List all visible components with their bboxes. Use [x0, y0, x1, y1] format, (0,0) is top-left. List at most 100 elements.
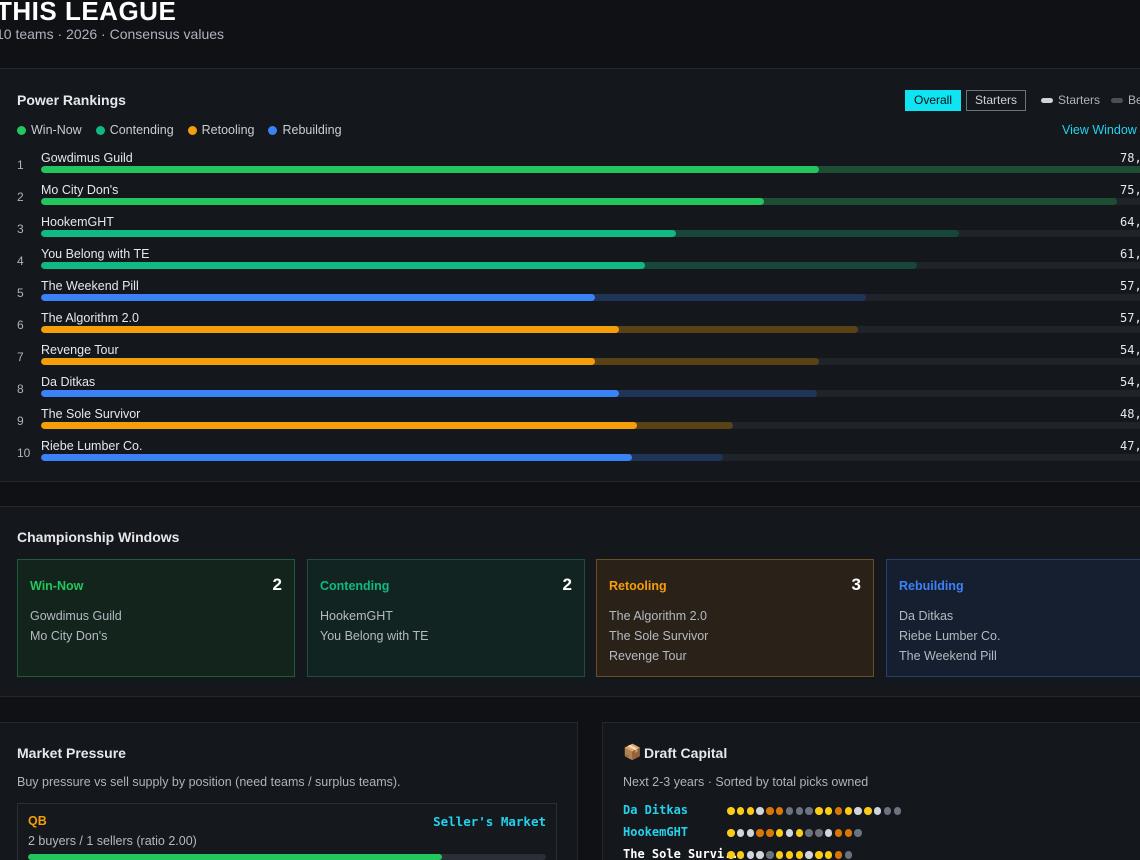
- team-name: Mo City Don's: [41, 183, 119, 197]
- ranking-row[interactable]: 2 Mo City Don's 75,: [0, 183, 1140, 218]
- rank-number: 3: [17, 222, 24, 236]
- rank-number: 8: [17, 382, 24, 396]
- draft-pick-dot: [805, 807, 813, 815]
- view-windows-link[interactable]: View Window: [1062, 123, 1137, 137]
- legend-item-rebuilding: Rebuilding: [268, 123, 342, 137]
- rank-number: 7: [17, 350, 24, 364]
- draft-pick-dot: [893, 807, 902, 815]
- ranking-row[interactable]: 5 The Weekend Pill 57,: [0, 279, 1140, 314]
- championship-windows-title: Championship Windows: [17, 529, 180, 545]
- ranking-row[interactable]: 1 Gowdimus Guild 78,: [0, 151, 1140, 186]
- ranking-row[interactable]: 4 You Belong with TE 61,: [0, 247, 1140, 282]
- toggle-overall[interactable]: Overall: [905, 90, 962, 111]
- draft-pick-dot: [785, 807, 794, 815]
- window-team: Da Ditkas: [899, 609, 954, 623]
- qb-market-row[interactable]: QB Seller's Market 2 buyers / 1 sellers …: [17, 803, 557, 860]
- ranking-row[interactable]: 9 The Sole Survivor 48,: [0, 407, 1140, 442]
- draft-pick-dot: [746, 851, 755, 859]
- qb-pressure-fill: [28, 854, 443, 860]
- window-group-contending[interactable]: Contending 2 HookemGHT You Belong with TE: [307, 559, 585, 677]
- window-team: The Algorithm 2.0: [609, 609, 707, 623]
- draft-team-name: HookemGHT: [623, 825, 689, 839]
- ranking-row[interactable]: 7 Revenge Tour 54,: [0, 343, 1140, 378]
- draft-pick-dot: [766, 807, 774, 815]
- power-rankings-card: [0, 68, 1140, 482]
- draft-pick-dots: [727, 807, 902, 815]
- draft-pick-dot: [756, 807, 764, 815]
- window-team: The Weekend Pill: [899, 649, 997, 663]
- draft-pick-dot: [824, 807, 833, 815]
- bench-swatch: [1111, 97, 1123, 103]
- value-bar-track: [41, 390, 1140, 397]
- window-count: 2: [272, 575, 282, 594]
- draft-pick-dot: [795, 851, 804, 859]
- legend-starters-label: Starters: [1058, 93, 1101, 107]
- draft-pick-dot: [775, 807, 784, 815]
- draft-pick-dot: [736, 807, 745, 815]
- page-title: THIS LEAGUE: [0, 0, 177, 26]
- draft-pick-dot: [795, 829, 804, 837]
- power-rankings-title: Power Rankings: [17, 92, 126, 108]
- legend-dot: [187, 125, 197, 135]
- team-value: 78,: [1120, 151, 1140, 165]
- rank-number: 10: [17, 446, 31, 460]
- team-name: Riebe Lumber Co.: [41, 439, 143, 453]
- draft-pick-dot: [775, 829, 784, 837]
- draft-pick-dots: [727, 851, 853, 859]
- ranking-row[interactable]: 8 Da Ditkas 54,: [0, 375, 1140, 410]
- value-bar-track: [41, 454, 1140, 461]
- starters-value-bar: [41, 230, 676, 237]
- team-value: 54,: [1120, 343, 1140, 357]
- draft-capital-row[interactable]: The Sole Survi...: [623, 847, 1023, 860]
- package-icon: 📦: [623, 744, 642, 761]
- ranking-row[interactable]: 10 Riebe Lumber Co. 47,: [0, 439, 1140, 474]
- draft-pick-dot: [727, 807, 735, 815]
- window-label: Retooling: [609, 579, 667, 593]
- draft-capital-row[interactable]: HookemGHT: [623, 825, 1023, 841]
- draft-pick-dot: [727, 851, 735, 859]
- rank-number: 4: [17, 254, 24, 268]
- window-group-retooling[interactable]: Retooling 3 The Algorithm 2.0 The Sole Surv…: [596, 559, 874, 677]
- toggle-starters[interactable]: Starters: [966, 90, 1027, 111]
- draft-pick-dot: [844, 851, 853, 859]
- starters-value-bar: [41, 326, 620, 333]
- starters-value-bar: [41, 454, 632, 461]
- qb-position-label: QB: [28, 814, 47, 828]
- rank-number: 1: [17, 158, 24, 172]
- draft-pick-dot: [746, 829, 755, 837]
- value-bar-track: [41, 358, 1140, 365]
- draft-capital-row[interactable]: Da Ditkas: [623, 803, 1023, 819]
- draft-pick-dot: [756, 851, 764, 859]
- team-name: Gowdimus Guild: [41, 151, 133, 165]
- ranking-row[interactable]: 3 HookemGHT 64,: [0, 215, 1140, 250]
- window-label: Rebuilding: [899, 579, 964, 593]
- value-bar-track: [41, 230, 1140, 237]
- rank-number: 9: [17, 414, 24, 428]
- legend-dot: [268, 125, 278, 135]
- draft-team-name: The Sole Survi...: [623, 847, 746, 860]
- draft-pick-dot: [795, 807, 804, 815]
- window-team: Riebe Lumber Co.: [899, 629, 1001, 643]
- rank-number: 2: [17, 190, 24, 204]
- window-group-win-now[interactable]: Win-Now 2 Gowdimus Guild Mo City Don's: [17, 559, 295, 677]
- legend-bench: Be: [1111, 93, 1140, 107]
- legend-dot: [17, 125, 26, 135]
- team-value: 47,: [1120, 439, 1140, 453]
- draft-pick-dot: [844, 829, 853, 837]
- team-name: You Belong with TE: [41, 247, 150, 261]
- draft-pick-dot: [785, 829, 794, 837]
- legend-item-win-now: Win-Now: [17, 123, 82, 137]
- draft-description: Next 2-3 years · Sorted by total picks o…: [623, 775, 869, 789]
- value-bar-track: [41, 262, 1140, 269]
- ranking-row[interactable]: 6 The Algorithm 2.0 57,: [0, 311, 1140, 346]
- window-team: HookemGHT: [320, 609, 393, 623]
- draft-pick-dot: [854, 807, 862, 815]
- rank-number: 6: [17, 318, 24, 332]
- draft-pick-dot: [834, 851, 843, 859]
- draft-pick-dot: [815, 807, 823, 815]
- legend-label: Rebuilding: [282, 123, 342, 137]
- draft-pick-dot: [815, 829, 823, 837]
- draft-capital-title: Draft Capital: [644, 745, 728, 761]
- draft-pick-dot: [834, 807, 843, 815]
